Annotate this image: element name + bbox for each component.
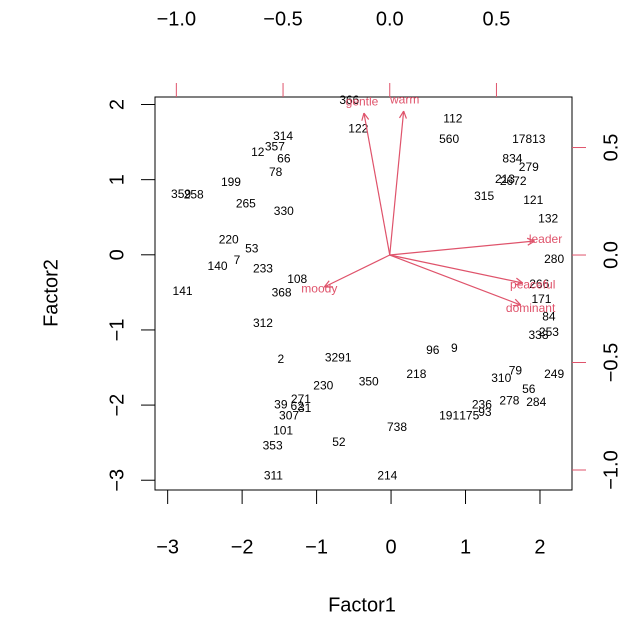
x2-tick-label: −0.5 (263, 8, 302, 30)
y-tick-label: 1 (106, 174, 128, 185)
point-label: 31 (298, 401, 312, 415)
y2-tick-label: −1.0 (600, 450, 622, 489)
point-label: 213 (495, 172, 515, 186)
point-label: 53 (245, 242, 259, 256)
point-label: 368 (272, 285, 292, 299)
y-tick-label: −1 (106, 319, 128, 342)
x-tick-label: 1 (460, 536, 471, 558)
y2-tick-label: −0.5 (600, 343, 622, 382)
point-label: 311 (264, 469, 283, 483)
point-label: 7 (234, 253, 241, 267)
point-label: 307 (279, 409, 299, 423)
point-label: 199 (221, 175, 241, 189)
x-tick-label: 2 (534, 536, 545, 558)
loading-label: leader (529, 232, 562, 246)
point-label: 9 (451, 341, 458, 355)
point-label: 218 (406, 367, 426, 381)
y-tick-label: 0 (106, 249, 128, 260)
point-label: 315 (474, 189, 494, 203)
point-label: 330 (274, 204, 294, 218)
y-axis-label: Factor2 (40, 259, 62, 327)
loading-label: warm (389, 92, 419, 106)
point-label: 278 (499, 394, 519, 408)
point-label: 284 (526, 395, 546, 409)
point-label: 112 (443, 112, 462, 126)
point-label: 230 (313, 378, 333, 392)
x-axis-label: Factor1 (328, 594, 396, 616)
y2-tick-label: 0.5 (600, 134, 622, 162)
y2-tick-label: 0.0 (600, 241, 622, 269)
x2-tick-label: 0.5 (483, 8, 511, 30)
point-label: 2 (278, 352, 285, 366)
point-label: 96 (426, 343, 440, 357)
y-tick-label: −3 (106, 469, 128, 492)
loading-arrow (390, 241, 535, 255)
x-tick-label: 0 (385, 536, 396, 558)
point-label: 52 (332, 435, 346, 449)
point-label: 78 (269, 165, 283, 179)
point-label: 140 (208, 259, 228, 273)
point-label: 214 (377, 469, 397, 483)
point-label: 310 (491, 371, 511, 385)
x-tick-label: −2 (231, 536, 254, 558)
point-label: 280 (544, 252, 564, 266)
loading-arrow (390, 255, 523, 283)
loading-arrow (364, 113, 390, 255)
loading-label: peaceful (510, 277, 555, 291)
point-label: 258 (184, 188, 204, 202)
loading-arrow (390, 255, 521, 305)
point-label: 312 (253, 316, 273, 330)
x-tick-label: −3 (156, 536, 179, 558)
point-label: 220 (219, 233, 239, 247)
point-label: 265 (236, 197, 256, 211)
point-label: 279 (519, 160, 539, 174)
x-tick-label: −1 (305, 536, 328, 558)
arrow-head (404, 111, 407, 119)
x2-tick-label: −1.0 (157, 8, 196, 30)
point-label: 3291 (325, 351, 352, 365)
point-label: 338 (528, 328, 548, 342)
point-label: 101 (273, 424, 293, 438)
point-label: 66 (277, 152, 291, 166)
loading-label: dominant (506, 301, 556, 315)
loading-label: gentle (346, 95, 379, 109)
point-label: 560 (439, 132, 459, 146)
point-label: 17813 (512, 132, 546, 146)
x2-tick-label: 0.0 (376, 8, 404, 30)
y-tick-label: 2 (106, 99, 128, 110)
point-label: 353 (263, 439, 283, 453)
point-label: 12 (251, 145, 265, 159)
point-label: 191 (439, 409, 459, 423)
loading-arrow (390, 111, 404, 255)
point-label: 175 (459, 409, 479, 423)
arrow-head (362, 113, 364, 121)
point-label: 350 (359, 375, 379, 389)
point-label: 738 (387, 420, 407, 434)
point-label: 132 (538, 212, 558, 226)
y-tick-label: −2 (106, 394, 128, 417)
point-label: 121 (523, 193, 543, 207)
point-label: 141 (173, 284, 193, 298)
point-label: 249 (544, 367, 564, 381)
loading-label: moody (301, 282, 337, 296)
point-label: 233 (253, 261, 273, 275)
point-label: 93 (478, 405, 492, 419)
